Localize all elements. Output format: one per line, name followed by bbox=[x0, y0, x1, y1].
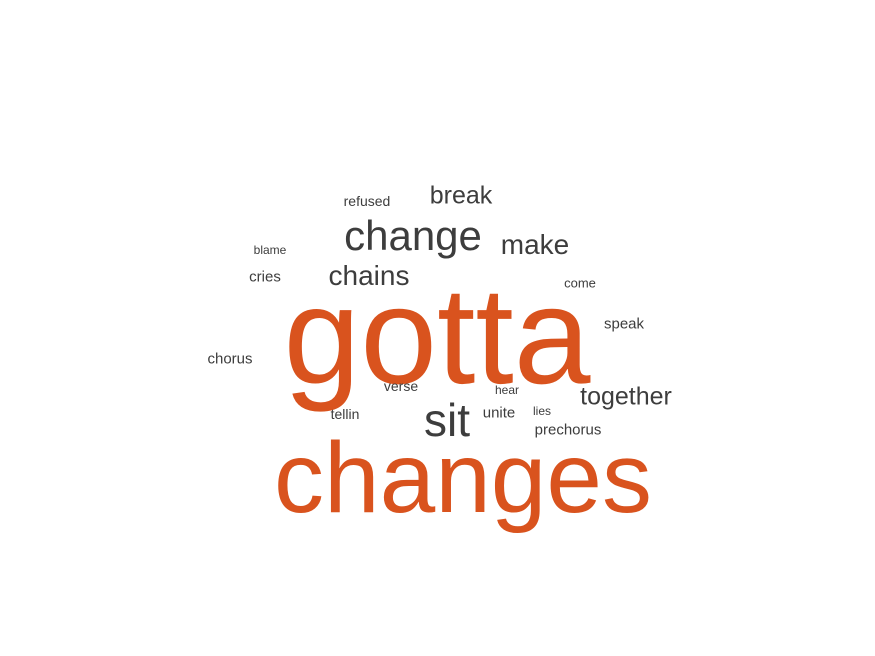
word-lies: lies bbox=[532, 404, 552, 418]
word-together: together bbox=[580, 382, 672, 411]
word-hear: hear bbox=[494, 383, 520, 397]
word-speak: speak bbox=[603, 315, 645, 333]
word-refused: refused bbox=[343, 193, 391, 209]
word-cries: cries bbox=[249, 268, 281, 286]
word-break: break bbox=[429, 181, 493, 210]
word-prechorus: prechorus bbox=[534, 421, 602, 439]
word-chorus: chorus bbox=[207, 350, 253, 368]
word-come: come bbox=[564, 275, 596, 291]
word-blame: blame bbox=[253, 243, 287, 257]
word-verse: verse bbox=[383, 378, 419, 394]
word-changes: changes bbox=[273, 422, 653, 534]
word-tellin: tellin bbox=[330, 406, 360, 422]
word-change: change bbox=[344, 212, 482, 259]
word-make: make bbox=[500, 229, 570, 260]
word-gotta: gotta bbox=[283, 259, 591, 413]
word-sit: sit bbox=[424, 394, 470, 446]
word-unite: unite bbox=[482, 404, 516, 422]
word-chains: chains bbox=[328, 260, 410, 291]
